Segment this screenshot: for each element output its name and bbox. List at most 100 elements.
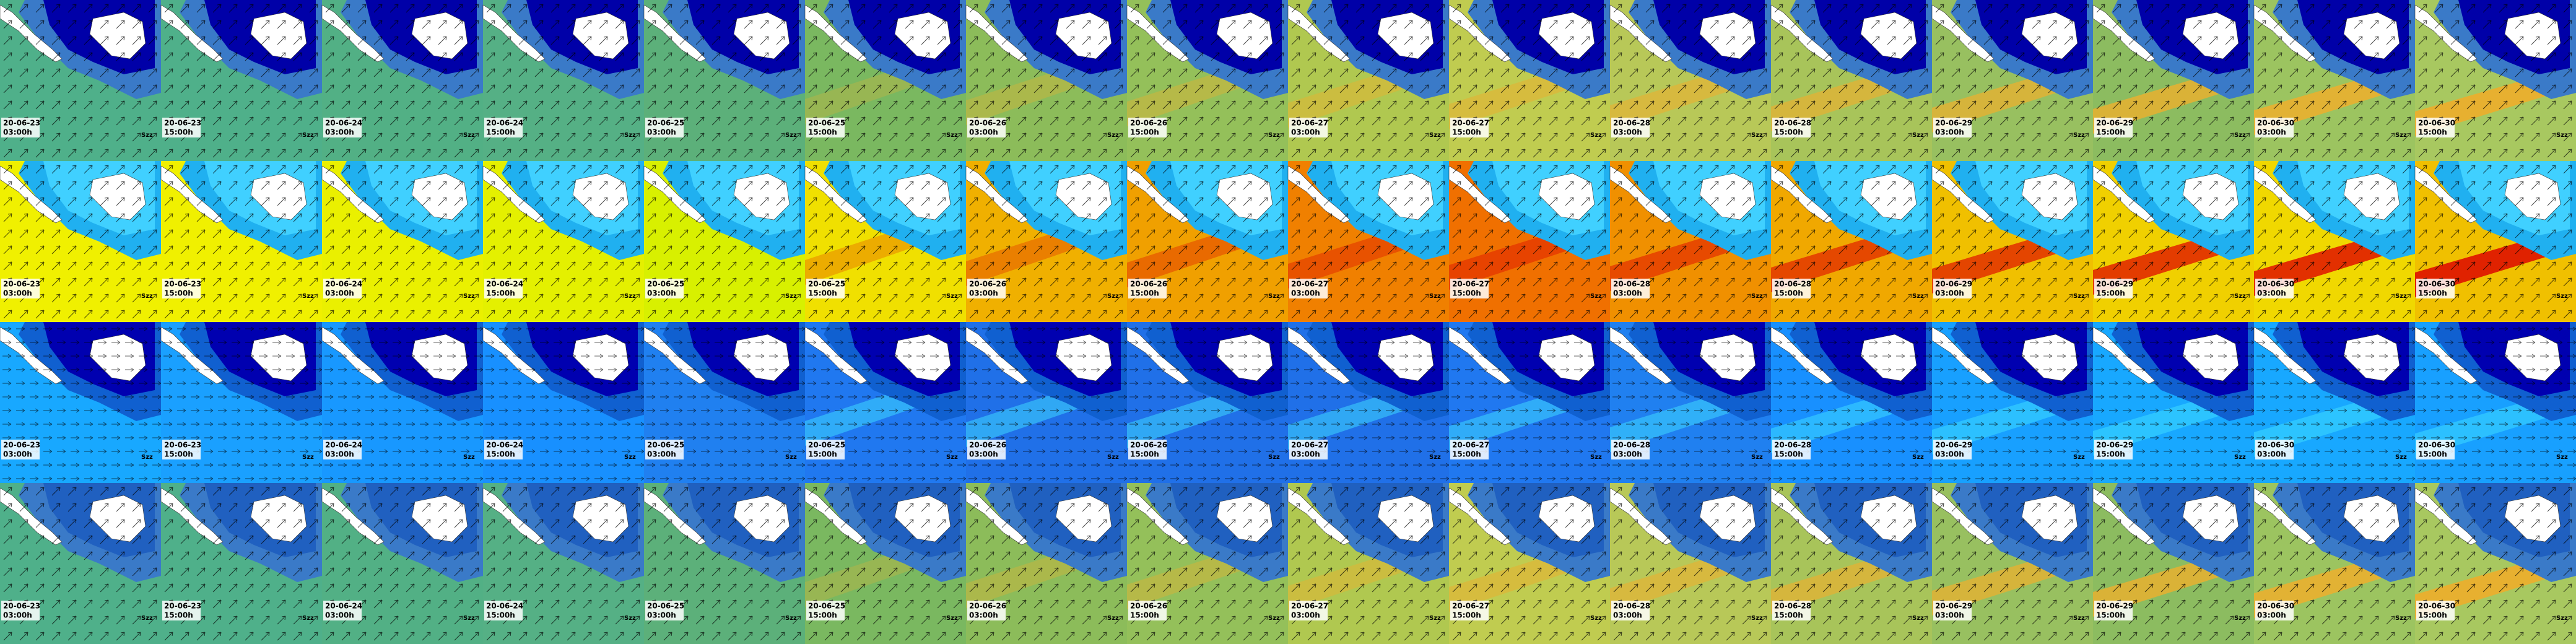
date-label: 20-06-23 (3, 119, 40, 128)
label-box (1450, 118, 1489, 137)
label-box (323, 279, 362, 298)
logo-label: Szz (1268, 293, 1280, 300)
date-label: 20-06-25 (647, 441, 684, 450)
time-label: 03:00h (647, 450, 676, 459)
logo-label: Szz (1590, 454, 1602, 461)
date-label: 20-06-30 (2418, 280, 2455, 289)
time-label: 15:00h (1130, 611, 1159, 620)
logo-label: Szz (1107, 615, 1119, 622)
date-label: 20-06-27 (1452, 602, 1489, 611)
label-box (1128, 118, 1167, 137)
label-box (1772, 440, 1811, 459)
date-label: 20-06-24 (325, 602, 362, 611)
date-label: 20-06-24 (325, 119, 362, 128)
time-label: 03:00h (1613, 611, 1642, 620)
time-label: 03:00h (2257, 128, 2286, 137)
logo-label: Szz (624, 615, 636, 622)
date-label: 20-06-29 (1935, 280, 1972, 289)
label-box (1933, 118, 1972, 137)
label-box (1, 279, 40, 298)
logo-label: Szz (1107, 454, 1119, 461)
label-box (2255, 279, 2294, 298)
logo-label: Szz (302, 132, 314, 139)
time-label: 15:00h (486, 289, 515, 298)
logo-label: Szz (785, 132, 797, 139)
time-label: 15:00h (164, 289, 193, 298)
date-label: 20-06-28 (1774, 119, 1811, 128)
time-label: 03:00h (647, 289, 676, 298)
label-box (2255, 601, 2294, 620)
label-box (2094, 601, 2133, 620)
time-label: 15:00h (1130, 289, 1159, 298)
logo-label: Szz (1751, 615, 1763, 622)
label-box (1, 440, 40, 459)
label-box (1128, 279, 1167, 298)
label-box (484, 440, 523, 459)
label-box (1289, 440, 1328, 459)
label-box (1, 601, 40, 620)
logo-label: Szz (1912, 293, 1924, 300)
logo-label: Szz (2556, 615, 2568, 622)
date-label: 20-06-30 (2257, 602, 2294, 611)
date-label: 20-06-27 (1452, 280, 1489, 289)
label-box (967, 601, 1006, 620)
logo-label: Szz (2395, 293, 2407, 300)
date-label: 20-06-26 (969, 602, 1006, 611)
logo-label: Szz (1912, 615, 1924, 622)
time-label: 03:00h (1935, 450, 1964, 459)
label-box (162, 601, 201, 620)
time-label: 03:00h (325, 128, 354, 137)
time-label: 15:00h (2418, 611, 2447, 620)
label-box (484, 279, 523, 298)
time-label: 03:00h (2257, 289, 2286, 298)
label-box (1289, 601, 1328, 620)
label-box (967, 279, 1006, 298)
time-label: 03:00h (647, 128, 676, 137)
label-box (2094, 440, 2133, 459)
date-label: 20-06-24 (325, 280, 362, 289)
label-box (2416, 279, 2455, 298)
logo-label: Szz (463, 454, 475, 461)
label-box (1611, 118, 1650, 137)
label-box (2094, 118, 2133, 137)
logo-label: Szz (1751, 132, 1763, 139)
logo-label: Szz (2234, 132, 2246, 139)
date-label: 20-06-30 (2257, 441, 2294, 450)
time-label: 15:00h (2418, 450, 2447, 459)
logo-label: Szz (2073, 293, 2085, 300)
label-box (806, 279, 845, 298)
logo-label: Szz (302, 615, 314, 622)
logo-label: Szz (302, 454, 314, 461)
logo-label: Szz (1912, 454, 1924, 461)
date-label: 20-06-25 (647, 280, 684, 289)
time-label: 03:00h (969, 611, 998, 620)
logo-label: Szz (624, 132, 636, 139)
date-label: 20-06-28 (1613, 602, 1650, 611)
label-box (645, 279, 684, 298)
date-label: 20-06-24 (325, 441, 362, 450)
label-box (1450, 279, 1489, 298)
time-label: 03:00h (969, 289, 998, 298)
